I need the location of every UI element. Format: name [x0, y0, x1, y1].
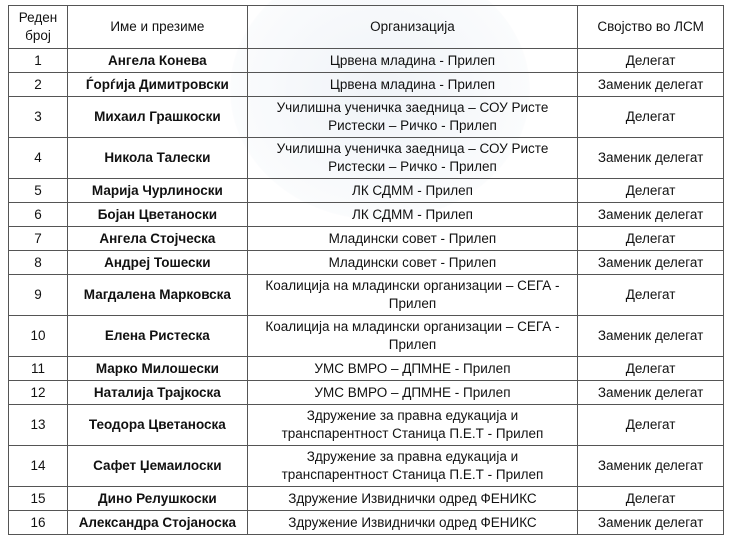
cell-name: Михаил Грашкоски [66, 96, 248, 138]
cell-organization: Здружение за правна едукација и транспар… [246, 445, 579, 487]
cell-name: Бојан Цветаноски [66, 202, 248, 227]
cell-organization: Училишна ученичка заедница – СОУ Ристе Р… [246, 137, 579, 179]
cell-number: 5 [8, 178, 68, 203]
header-organization: Организација [246, 5, 579, 49]
cell-role: Делегат [577, 356, 724, 381]
table-row: 14 Сафет Џемаилоски Здружение за правна ед… [8, 445, 724, 487]
cell-name: Магдалена Марковска [66, 274, 248, 316]
cell-number: 3 [8, 96, 68, 138]
cell-role: Делегат [577, 486, 724, 511]
cell-organization: Училишна ученичка заедница – СОУ Ристе Р… [246, 96, 579, 138]
cell-number: 11 [8, 356, 68, 381]
cell-number: 2 [8, 72, 68, 97]
cell-role: Заменик делегат [577, 445, 724, 487]
table-row: 10 Елена Ристеска Коалиција на младински о… [8, 315, 724, 357]
cell-role: Заменик делегат [577, 202, 724, 227]
cell-number: 10 [8, 315, 68, 357]
table-row: 16 Александра Стојаноска Здружение Извидни… [8, 510, 724, 535]
cell-role: Делегат [577, 274, 724, 316]
cell-number: 8 [8, 250, 68, 275]
table-row: 1 Ангела Конева Црвена младина - Прилеп Дел… [8, 48, 724, 73]
cell-organization: УМС ВМРО – ДПМНЕ - Прилеп [246, 356, 579, 381]
cell-organization: Коалиција на младински организации – СЕГ… [246, 274, 579, 316]
table-row: 2 Ѓорѓија Димитровски Црвена младина - При… [8, 72, 724, 97]
table-row: 4 Никола Талески Училишна ученичка заедниц… [8, 137, 724, 179]
cell-organization: ЛК СДММ - Прилеп [246, 202, 579, 227]
delegates-table: Реден број Име и презиме Организација Св… [8, 5, 724, 535]
cell-name: Ангела Конева [66, 48, 248, 73]
cell-role: Заменик делегат [577, 250, 724, 275]
cell-organization: УМС ВМРО – ДПМНЕ - Прилеп [246, 380, 579, 405]
cell-organization: Коалиција на младински организации – СЕГ… [246, 315, 579, 357]
cell-number: 9 [8, 274, 68, 316]
cell-name: Дино Релушкоски [66, 486, 248, 511]
cell-name: Елена Ристеска [66, 315, 248, 357]
cell-number: 14 [8, 445, 68, 487]
cell-number: 1 [8, 48, 68, 73]
cell-organization: Здружение Извиднички одред ФЕНИКС [246, 486, 579, 511]
cell-name: Никола Талески [66, 137, 248, 179]
cell-organization: Младински совет - Прилеп [246, 226, 579, 251]
table-row: 11 Марко Милошески УМС ВМРО – ДПМНЕ - Прил… [8, 356, 724, 381]
cell-role: Заменик делегат [577, 137, 724, 179]
cell-organization: ЛК СДММ - Прилеп [246, 178, 579, 203]
table-row: 7 Ангела Стојческа Младински совет - Приле… [8, 226, 724, 251]
cell-name: Наталија Трајкоска [66, 380, 248, 405]
cell-role: Заменик делегат [577, 315, 724, 357]
table-row: 8 Андреј Тошески Младински совет - Прилеп З… [8, 250, 724, 275]
table-row: 5 Марија Чурлиноски ЛК СДММ - Прилеп Делега… [8, 178, 724, 203]
cell-name: Марко Милошески [66, 356, 248, 381]
table-row: 6 Бојан Цветаноски ЛК СДММ - Прилеп Заменик… [8, 202, 724, 227]
table-row: 9 Магдалена Марковска Коалиција на младинс… [8, 274, 724, 316]
cell-number: 4 [8, 137, 68, 179]
cell-role: Делегат [577, 404, 724, 446]
header-no: Реден број [8, 5, 68, 49]
cell-role: Заменик делегат [577, 72, 724, 97]
table-row: 13 Теодора Цветаноска Здружение за правна … [8, 404, 724, 446]
header-role: Својство во ЛСМ [577, 5, 724, 49]
cell-number: 13 [8, 404, 68, 446]
cell-name: Марија Чурлиноски [66, 178, 248, 203]
cell-name: Ангела Стојческа [66, 226, 248, 251]
cell-organization: Здружение за правна едукација и транспар… [246, 404, 579, 446]
cell-number: 7 [8, 226, 68, 251]
table-row: 3 Михаил Грашкоски Училишна ученичка заедн… [8, 96, 724, 138]
cell-organization: Црвена младина - Прилеп [246, 72, 579, 97]
cell-number: 15 [8, 486, 68, 511]
cell-number: 12 [8, 380, 68, 405]
cell-name: Ѓорѓија Димитровски [66, 72, 248, 97]
cell-organization: Младински совет - Прилеп [246, 250, 579, 275]
cell-organization: Црвена младина - Прилеп [246, 48, 579, 73]
cell-number: 16 [8, 510, 68, 535]
cell-role: Заменик делегат [577, 510, 724, 535]
cell-role: Делегат [577, 178, 724, 203]
cell-role: Делегат [577, 96, 724, 138]
cell-role: Делегат [577, 226, 724, 251]
header-row: Реден број Име и презиме Организација Св… [8, 5, 724, 49]
cell-role: Делегат [577, 48, 724, 73]
header-name: Име и презиме [66, 5, 248, 49]
cell-name: Андреј Тошески [66, 250, 248, 275]
cell-name: Сафет Џемаилоски [66, 445, 248, 487]
table-row: 15 Дино Релушкоски Здружение Извиднички од… [8, 486, 724, 511]
cell-name: Александра Стојаноска [66, 510, 248, 535]
cell-name: Теодора Цветаноска [66, 404, 248, 446]
cell-number: 6 [8, 202, 68, 227]
table-row: 12 Наталија Трајкоска УМС ВМРО – ДПМНЕ - П… [8, 380, 724, 405]
cell-organization: Здружение Извиднички одред ФЕНИКС [246, 510, 579, 535]
cell-role: Заменик делегат [577, 380, 724, 405]
